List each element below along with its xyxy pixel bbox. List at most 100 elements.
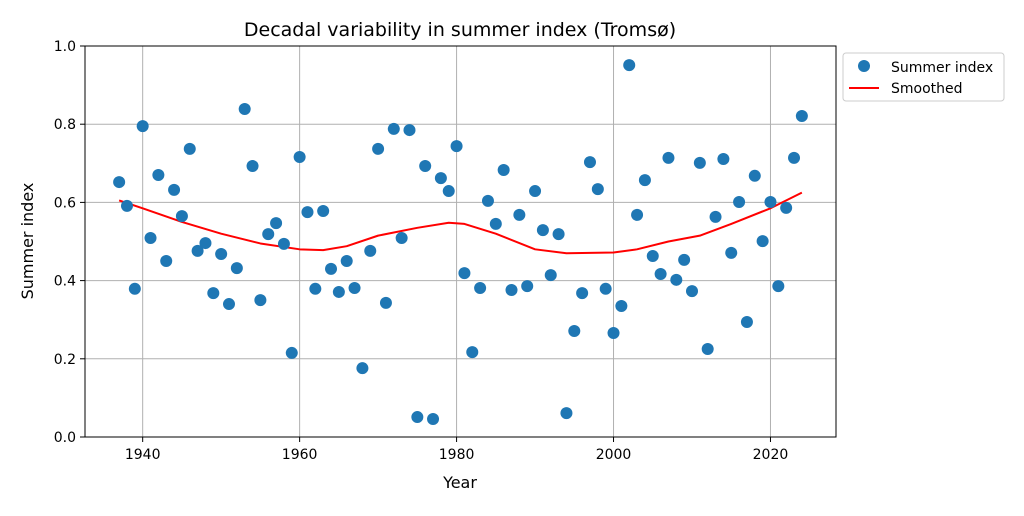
legend-label-summer-index: Summer index [891,60,993,76]
data-point-1971 [379,296,392,309]
data-point-2005 [646,249,659,262]
data-point-2015 [725,246,738,259]
y-axis-label: Summer index [18,183,37,300]
data-point-1966 [340,255,353,268]
data-point-2009 [678,253,691,266]
data-point-1974 [403,124,416,137]
x-axis-label: Year [442,473,477,492]
data-point-2006 [654,267,667,280]
data-point-1982 [466,346,479,359]
y-tick-label: 0.0 [54,430,76,446]
data-point-1972 [387,122,400,135]
legend-box [842,52,1005,102]
y-tick-label: 0.8 [54,117,76,133]
data-point-1991 [536,224,549,237]
data-point-1967 [348,282,361,295]
data-point-1980 [450,140,463,153]
data-point-1960 [293,151,306,164]
legend-label-smoothed: Smoothed [891,81,963,97]
data-point-1951 [223,298,236,311]
data-point-1975 [411,411,424,424]
data-point-1959 [285,346,298,359]
data-point-1968 [356,362,369,375]
data-point-2022 [780,201,793,214]
data-point-2023 [788,151,801,164]
data-point-1958 [277,237,290,250]
data-point-2003 [631,208,644,221]
data-point-1946 [183,142,196,155]
data-point-1984 [481,194,494,207]
x-tick-label: 2020 [753,447,789,463]
data-point-1939 [128,282,141,295]
data-point-2014 [717,152,730,165]
data-point-1963 [317,205,330,218]
data-point-1945 [175,210,188,223]
data-point-1957 [270,217,283,230]
data-point-1944 [168,183,181,196]
data-point-1977 [427,413,440,426]
smoothed-line-layer [118,191,803,255]
data-point-1996 [576,287,589,300]
data-point-1985 [489,217,502,230]
x-tick-label: 1980 [439,447,475,463]
data-point-1993 [552,228,565,241]
data-point-2021 [772,280,785,293]
data-point-1948 [199,237,212,250]
legend-marker-summer-index [858,60,870,72]
grid [85,45,836,438]
data-point-2020 [764,196,777,209]
data-point-1969 [364,244,377,257]
data-point-1999 [599,282,612,295]
data-point-1988 [513,208,526,221]
legend: Summer index Smoothed [842,52,1005,102]
data-point-1949 [207,287,220,300]
data-point-1989 [521,280,534,293]
x-tick-label: 1940 [125,447,161,463]
data-point-1986 [497,163,510,176]
data-point-1992 [544,269,557,282]
y-tick-label: 0.4 [54,274,76,290]
data-point-1956 [262,228,275,241]
data-point-1978 [434,172,447,185]
data-point-2016 [733,196,746,209]
x-tick-label: 1960 [282,447,318,463]
data-point-1955 [254,294,267,307]
data-point-1950 [215,248,228,261]
data-point-1938 [120,199,133,212]
data-point-2018 [748,169,761,182]
data-point-2001 [615,300,628,313]
data-point-1943 [160,255,173,268]
data-point-1979 [442,185,455,198]
data-point-1941 [144,231,157,244]
data-point-1965 [332,285,345,298]
data-point-1976 [419,160,432,173]
data-point-1947 [191,244,204,257]
data-point-1954 [246,160,259,173]
data-point-1994 [560,407,573,420]
smoothed-line [118,191,803,255]
data-point-1952 [230,262,243,275]
data-point-2012 [701,343,714,356]
data-point-1987 [505,283,518,296]
data-point-2008 [670,273,683,286]
data-point-2000 [607,326,620,339]
chart-title: Decadal variability in summer index (Tro… [244,19,676,41]
points-layer [113,59,808,426]
data-point-1997 [583,156,596,169]
data-point-1998 [591,183,604,196]
data-point-1964 [325,262,338,275]
data-point-2013 [709,210,722,223]
ticks: 1940 1960 1980 2000 2020 0.0 0.2 0.4 0.6 0.8 1.0 [54,39,789,463]
x-tick-label: 2000 [596,447,632,463]
data-point-1961 [301,206,314,219]
data-point-2004 [638,174,651,187]
y-tick-label: 0.2 [54,352,76,368]
data-point-1990 [529,185,542,198]
data-point-1995 [568,325,581,338]
data-point-2019 [756,235,769,248]
data-point-1981 [458,267,471,280]
y-tick-label: 0.6 [54,195,76,211]
data-point-1937 [113,176,126,189]
data-point-2002 [623,59,636,72]
